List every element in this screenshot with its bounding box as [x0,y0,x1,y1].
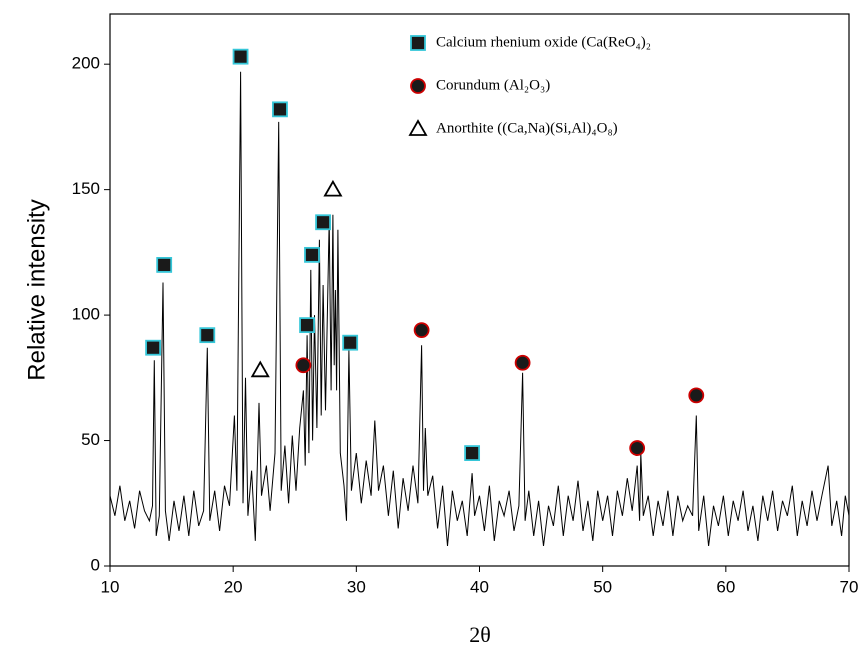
phase-marker [629,440,646,456]
y-tick-label: 100 [72,305,100,324]
phase-marker [413,322,430,339]
x-tick-label: 60 [716,577,735,596]
x-axis-label: 2θ [469,622,491,647]
legend-label: Calcium rhenium oxide (Ca(ReO₄)₂ [436,34,651,50]
legend-label: Corundum (Al₂O₃) [436,77,550,93]
phase-marker [250,360,270,378]
x-tick-label: 70 [840,577,859,596]
x-tick-label: 40 [470,577,489,596]
phase-marker [323,179,343,197]
phase-marker [299,317,315,334]
legend-label: Anorthite ((Ca,Na)(Si,Al)₄O₈) [436,120,618,136]
phase-marker [688,387,705,404]
legend-marker [408,119,428,136]
x-tick-label: 50 [593,577,612,596]
phase-marker [156,257,173,273]
phase-marker [464,445,481,461]
y-tick-label: 200 [72,54,100,73]
y-tick-label: 0 [91,555,100,574]
x-tick-label: 30 [347,577,366,596]
x-tick-label: 20 [224,577,243,596]
plot-frame [109,13,850,567]
legend-marker [410,78,426,94]
y-axis-label: Relative intensity [23,199,50,380]
phase-marker [199,327,216,344]
y-tick-label: 150 [72,179,100,198]
phase-marker [295,357,312,374]
legend-marker [410,35,426,51]
phase-marker [304,246,320,263]
x-tick-label: 10 [101,577,120,596]
phase-marker [272,101,288,118]
phase-marker [315,214,331,231]
xrd-pattern [109,71,850,546]
y-tick-label: 50 [81,430,100,449]
phase-marker [342,334,359,351]
phase-marker [514,354,531,371]
phase-marker [232,48,249,65]
phase-marker [145,339,162,356]
